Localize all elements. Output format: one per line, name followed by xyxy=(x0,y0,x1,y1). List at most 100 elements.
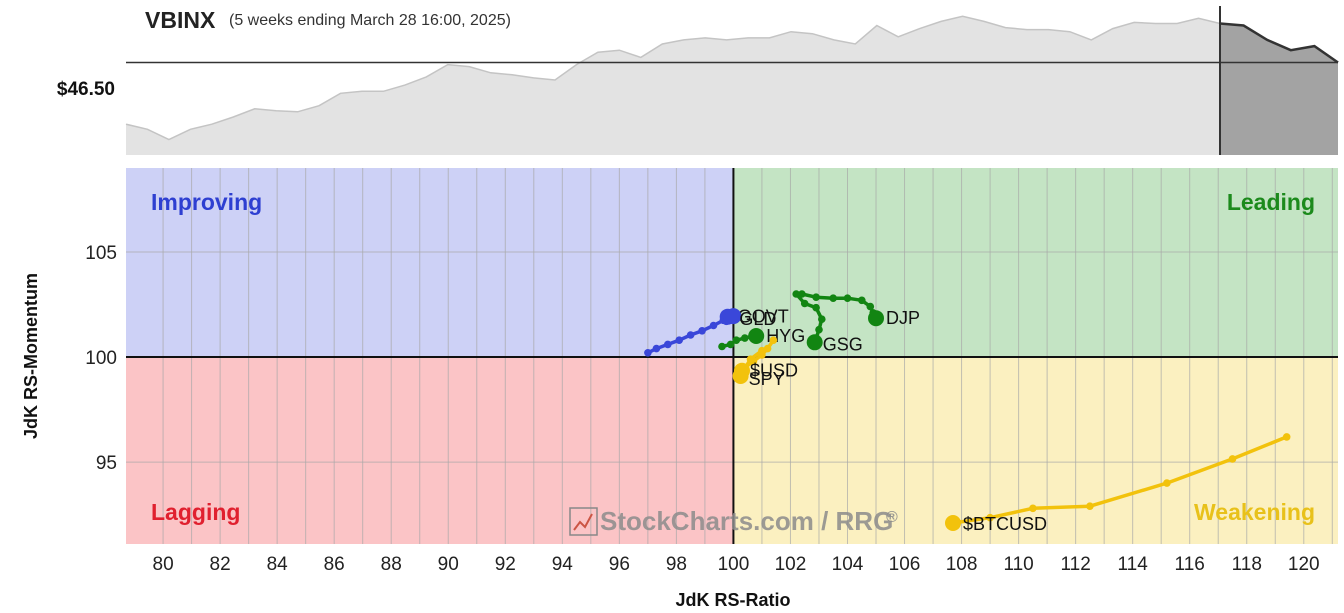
trail-point-govt xyxy=(652,344,661,353)
trail-point-djp xyxy=(858,296,866,305)
x-tick-label: 98 xyxy=(666,554,687,575)
series-gsg: GSG xyxy=(792,290,863,354)
x-axis-title: JdK RS-Ratio xyxy=(675,590,790,610)
trail-point-btcusd xyxy=(1086,502,1094,511)
x-tick-label: 96 xyxy=(609,554,630,575)
watermark-registered-mark: ® xyxy=(886,509,898,526)
trail-point-gsg xyxy=(812,303,820,312)
x-tick-label: 114 xyxy=(1118,554,1149,575)
x-tick-label: 112 xyxy=(1060,554,1090,575)
series-gld: GLD xyxy=(722,308,776,329)
trail-point-govt xyxy=(698,327,706,335)
x-axis-ticks: 80 82 84 86 88 90 92 94 96 98 100 102 104 106 108 110 11… xyxy=(153,554,1320,575)
price-level-label: $46.50 xyxy=(57,79,115,100)
series-spy: SPY xyxy=(732,346,785,389)
price-area xyxy=(126,16,1220,155)
trail-point-spy xyxy=(746,355,755,364)
series-label-btcusd: $BTCUSD xyxy=(963,514,1047,534)
price-panel xyxy=(125,6,1339,155)
x-tick-label: 106 xyxy=(889,554,921,575)
x-tick-label: 108 xyxy=(946,554,978,575)
logo-trend-icon xyxy=(573,513,593,531)
price-area-highlight xyxy=(1220,23,1338,155)
x-tick-label: 82 xyxy=(210,554,231,575)
series-btcusd: $BTCUSD xyxy=(945,433,1291,534)
series-label-gsg: GSG xyxy=(823,334,863,354)
y-axis-title: JdK RS-Momentum xyxy=(21,273,41,439)
x-tick-label: 120 xyxy=(1288,554,1320,575)
series-label-usd: $USD xyxy=(750,361,798,381)
trail-point-btcusd xyxy=(1282,433,1291,441)
trail-point-gsg xyxy=(818,315,826,324)
trail-point-govt xyxy=(709,321,718,330)
grid-lines xyxy=(126,168,1338,544)
head-point-hyg xyxy=(748,328,765,344)
trail-point-usd xyxy=(763,344,772,353)
y-tick-label: 100 xyxy=(85,348,117,369)
x-tick-label: 86 xyxy=(324,554,345,575)
series-label-govt: GOVT xyxy=(738,307,789,327)
quadrant-labels: Improving Leading Lagging Weakening xyxy=(151,189,1315,525)
x-tick-label: 104 xyxy=(832,554,864,575)
trail-point-djp xyxy=(843,294,852,303)
head-point-gsg xyxy=(806,334,823,351)
trail-point-hyg xyxy=(718,342,726,351)
watermark: StockCharts.com / RRG ® xyxy=(569,506,898,536)
x-tick-label: 110 xyxy=(1003,554,1033,575)
head-point-spy xyxy=(732,368,749,384)
trail-point-govt xyxy=(675,336,683,345)
head-point-gld xyxy=(725,308,742,325)
trail-point-gsg xyxy=(800,299,809,308)
trail-point-usd xyxy=(769,336,778,345)
trail-point-btcusd xyxy=(986,513,994,522)
quadrant-lagging xyxy=(126,357,734,544)
chart-period: (5 weeks ending March 28 16:00, 2025) xyxy=(229,12,511,29)
quadrant-backgrounds xyxy=(126,168,1338,544)
trail-point-djp xyxy=(812,293,820,302)
y-axis-ticks: 95 100 105 xyxy=(85,243,117,474)
trail-point-gsg xyxy=(815,325,823,334)
x-tick-label: 118 xyxy=(1232,554,1262,575)
x-tick-label: 90 xyxy=(438,554,459,575)
trail-point-hyg xyxy=(726,340,735,349)
quadrant-label-improving: Improving xyxy=(151,189,262,215)
trail-point-btcusd xyxy=(1228,455,1237,463)
x-tick-label: 92 xyxy=(495,554,516,575)
x-tick-label: 80 xyxy=(153,554,174,575)
quadrant-weakening xyxy=(733,357,1338,544)
x-tick-label: 100 xyxy=(718,554,750,575)
head-point-djp xyxy=(868,310,884,327)
x-tick-label: 116 xyxy=(1175,554,1205,575)
trail-point-djp xyxy=(829,294,837,303)
y-tick-label: 105 xyxy=(85,243,117,264)
watermark-text: StockCharts.com / RRG xyxy=(600,506,893,536)
quadrant-leading xyxy=(733,168,1338,358)
x-tick-label: 94 xyxy=(552,554,574,575)
x-tick-label: 102 xyxy=(775,554,807,575)
series-djp: DJP xyxy=(798,290,920,328)
price-line-highlight xyxy=(1219,22,1339,64)
series-label-djp: DJP xyxy=(886,308,920,328)
chart-symbol: VBINX xyxy=(145,7,216,33)
trail-point-govt xyxy=(664,340,672,349)
trail-point-djp xyxy=(866,302,875,311)
x-tick-label: 84 xyxy=(267,554,289,575)
price-line xyxy=(125,15,1221,141)
quadrant-improving xyxy=(126,168,734,358)
y-tick-label: 95 xyxy=(96,453,117,474)
quadrant-label-leading: Leading xyxy=(1227,189,1315,215)
quadrant-label-weakening: Weakening xyxy=(1194,499,1315,525)
trail-point-hyg xyxy=(732,336,741,345)
trail-point-btcusd xyxy=(1029,504,1037,513)
trail-point-govt xyxy=(686,331,695,339)
trail-point-spy xyxy=(758,346,766,355)
series-label-gld: GLD xyxy=(739,309,776,329)
trail-point-gsg xyxy=(792,290,800,298)
head-point-btcusd xyxy=(945,515,961,531)
trail-point-hyg xyxy=(741,334,749,342)
quadrant-label-lagging: Lagging xyxy=(151,499,240,525)
trail-point-btcusd xyxy=(1163,479,1171,487)
trail-point-govt xyxy=(644,349,652,357)
